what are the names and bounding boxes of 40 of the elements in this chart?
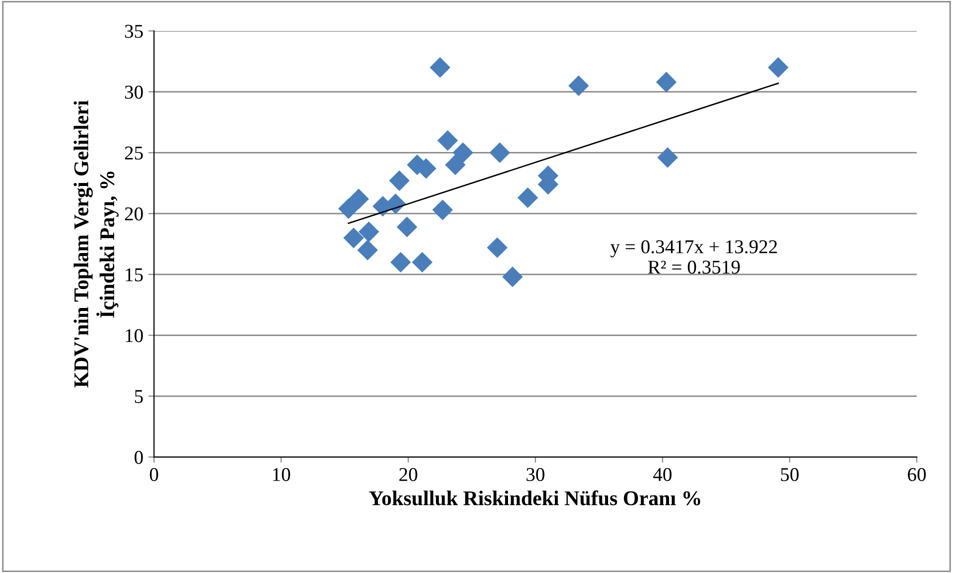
y-tick-label: 25 [124,146,143,160]
x-tick-label: 0 [150,468,158,482]
x-axis-title: Yoksulluk Riskindeki Nüfus Oranı % [369,490,700,506]
annotation: y = 0.3417x + 13.922 R² = 0.3519 [610,240,777,274]
point [486,237,508,258]
y-tick-label: 5 [134,390,143,404]
point [358,222,380,242]
point [357,240,378,260]
point [412,252,433,273]
point [432,200,453,220]
point [348,188,369,210]
point [343,228,364,248]
point [568,75,589,96]
x-tick-label: 30 [526,468,544,482]
x-tick-label: 40 [653,468,672,482]
y-tick-label: 15 [126,268,143,282]
y-tick-label: 30 [125,86,143,99]
point [768,57,789,78]
x-tick-label: 60 [908,468,926,482]
point [490,142,510,163]
y-tick-label: 0 [134,450,143,464]
point [517,187,538,208]
x-tick-label: 10 [273,468,290,482]
point [396,216,418,238]
point [502,266,523,288]
y-tick-label: 35 [125,24,143,38]
y-tick-label: 20 [124,207,143,220]
point [390,252,411,273]
point [437,130,458,151]
x-tick-label: 20 [399,468,418,482]
y-axis-title: KDV'nin Toplam Vergi Gelirleri İçindeki Payı, % [74,100,119,388]
point [430,57,450,78]
y-tick-label: 10 [126,329,143,342]
point [657,147,678,168]
point [445,154,466,176]
point [452,142,474,163]
point [656,72,677,92]
x-tick-label: 50 [781,468,799,482]
point [389,170,410,191]
point [338,198,359,219]
